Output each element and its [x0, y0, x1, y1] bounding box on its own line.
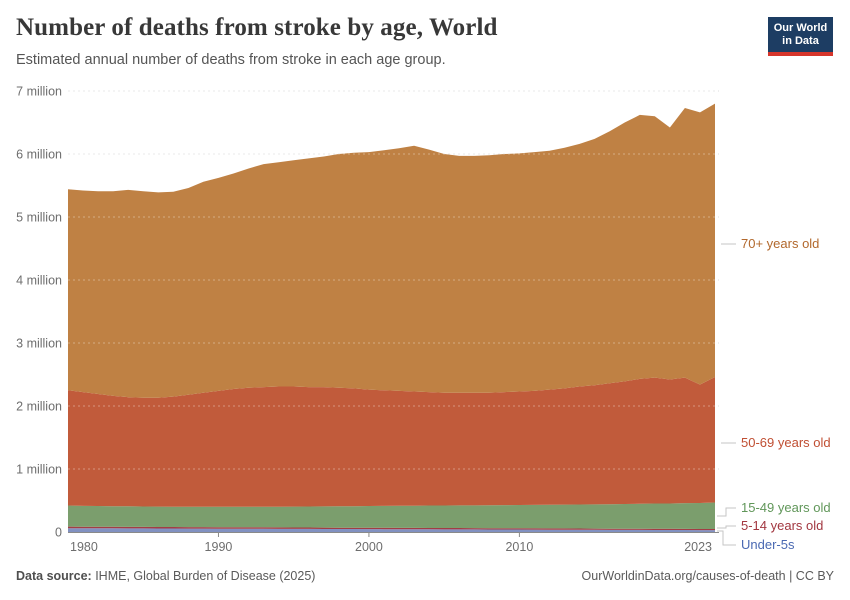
owid-logo-line2: in Data — [782, 34, 819, 47]
license-cc-by: CC BY — [795, 569, 834, 583]
svg-text:2023: 2023 — [684, 540, 712, 554]
svg-text:5 million: 5 million — [16, 211, 62, 225]
chart-subtitle: Estimated annual number of deaths from s… — [16, 52, 446, 68]
area-15-49-years-old[interactable] — [68, 502, 715, 530]
svg-text:1990: 1990 — [205, 540, 233, 554]
owid-logo-line1: Our World — [773, 21, 828, 34]
owid-url-link[interactable]: OurWorldinData.org/causes-of-death — [581, 569, 786, 583]
svg-text:2 million: 2 million — [16, 400, 62, 414]
area-under-5s[interactable] — [68, 528, 715, 532]
license-separator: | — [785, 569, 796, 583]
page-title: Number of deaths from stroke by age, Wor… — [16, 14, 498, 41]
svg-text:4 million: 4 million — [16, 274, 62, 288]
svg-text:1980: 1980 — [70, 540, 98, 554]
area-50-69-years-old[interactable] — [68, 377, 715, 507]
series-label-50-69[interactable]: 50-69 years old — [741, 435, 831, 450]
svg-text:6 million: 6 million — [16, 148, 62, 162]
data-source-note: Data source: IHME, Global Burden of Dise… — [16, 569, 315, 583]
owid-logo[interactable]: Our World in Data — [768, 17, 833, 56]
data-source-label: Data source: — [16, 569, 92, 583]
series-label-under-5s[interactable]: Under-5s — [741, 537, 795, 552]
series-label-15-49[interactable]: 15-49 years old — [741, 500, 831, 515]
svg-text:0: 0 — [55, 526, 62, 540]
series-label-5-14[interactable]: 5-14 years old — [741, 518, 824, 533]
svg-text:2010: 2010 — [505, 540, 533, 554]
svg-text:7 million: 7 million — [16, 85, 62, 99]
series-label-70plus[interactable]: 70+ years old — [741, 236, 820, 251]
area-70-years-old[interactable] — [68, 103, 715, 398]
svg-text:1 million: 1 million — [16, 463, 62, 477]
chart-footer: Data source: IHME, Global Burden of Dise… — [16, 569, 834, 583]
area-5-14-years-old[interactable] — [68, 526, 715, 531]
data-source-text: IHME, Global Burden of Disease (2025) — [91, 569, 316, 583]
license-note: OurWorldinData.org/causes-of-death | CC … — [582, 569, 834, 583]
svg-text:2000: 2000 — [355, 540, 383, 554]
svg-text:3 million: 3 million — [16, 337, 62, 351]
